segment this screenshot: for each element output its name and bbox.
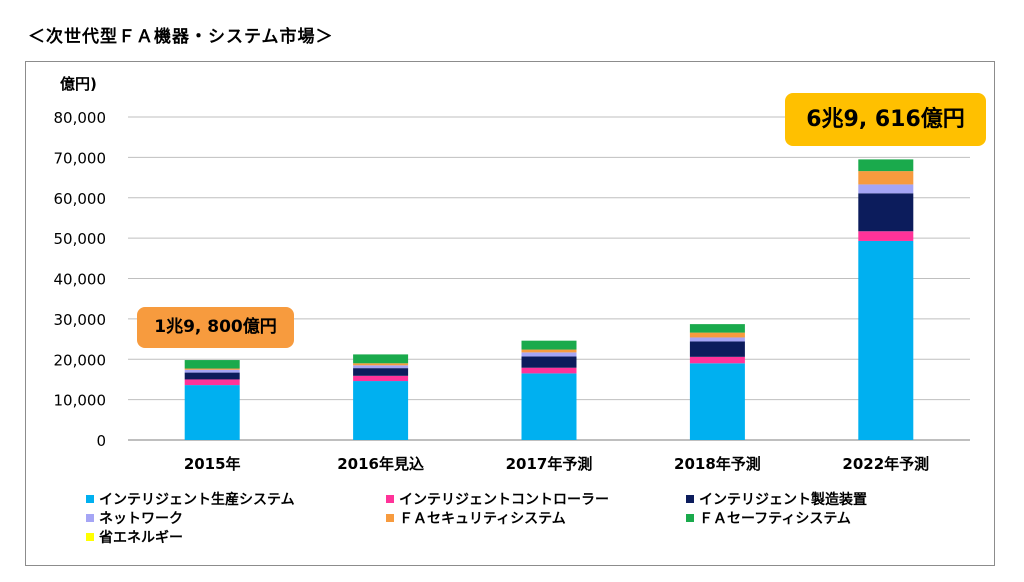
bar-segment — [858, 159, 914, 172]
y-axis-unit-label: 億円) — [60, 75, 97, 93]
legend-item: 省エネルギー — [86, 527, 183, 547]
legend-label: ＦＡセキュリティシステム — [399, 511, 566, 527]
legend-label: ＦＡセーフティシステム — [699, 511, 851, 527]
y-tick-label: 30,000 — [54, 311, 107, 329]
bar-segment — [353, 365, 409, 369]
bar-segment — [184, 372, 240, 380]
x-tick-label: 2017年予測 — [506, 455, 593, 473]
legend-item: ＦＡセキュリティシステム — [386, 508, 566, 528]
bar-segment — [858, 171, 914, 185]
bar-segment — [184, 385, 240, 440]
bar-segment — [521, 356, 577, 368]
y-axis-ticks: 0 10,000 20,000 30,000 40,000 50,000 60,000 70,… — [54, 109, 107, 450]
x-axis-ticks: 2015年 2016年見込 2017年予測 2018年予測 2022年予測 — [184, 455, 929, 473]
x-tick-label: 2015年 — [184, 455, 241, 473]
bar-segment — [521, 367, 577, 374]
legend-label: インテリジェント生産システム — [99, 492, 295, 508]
bar-segment — [353, 354, 409, 364]
x-tick-label: 2022年予測 — [842, 455, 929, 473]
legend-item: インテリジェント製造装置 — [686, 489, 867, 509]
bar-segment — [858, 231, 914, 241]
y-tick-label: 80,000 — [54, 109, 107, 127]
legend-item: ＦＡセーフティシステム — [686, 508, 851, 528]
y-tick-label: 10,000 — [54, 392, 107, 410]
bar-segment — [858, 184, 914, 194]
legend-swatch — [686, 495, 694, 503]
bar-segment — [689, 356, 745, 364]
y-tick-label: 40,000 — [54, 271, 107, 289]
bar-segment — [353, 375, 409, 382]
legend-swatch — [386, 514, 394, 522]
bar-segment — [521, 352, 577, 357]
legend-label: ネットワーク — [99, 511, 183, 527]
bar-segment — [689, 363, 745, 440]
x-tick-label: 2016年見込 — [337, 455, 424, 473]
legend-label: インテリジェント製造装置 — [699, 492, 867, 508]
bar-segment — [689, 324, 745, 333]
bar-segment — [521, 340, 577, 350]
y-tick-label: 70,000 — [54, 149, 107, 167]
legend-label: 省エネルギー — [99, 530, 183, 546]
y-tick-label: 50,000 — [54, 230, 107, 248]
legend-swatch — [386, 495, 394, 503]
y-tick-label: 60,000 — [54, 190, 107, 208]
bar-segment — [858, 240, 914, 440]
legend-swatch — [86, 533, 94, 541]
bar-segment — [521, 373, 577, 440]
legend-swatch — [86, 514, 94, 522]
bar-segment — [184, 379, 240, 386]
bar-segment — [689, 332, 745, 338]
bar-segment — [184, 360, 240, 369]
bar-segment — [184, 368, 240, 370]
bar-segment — [689, 337, 745, 342]
legend-swatch — [86, 495, 94, 503]
bar-segment — [353, 363, 409, 366]
legend-swatch — [686, 514, 694, 522]
bar-segment — [521, 349, 577, 353]
page-title: ＜次世代型ＦＡ機器・システム市場＞ — [28, 27, 334, 47]
bars — [184, 159, 914, 440]
legend-item: ネットワーク — [86, 508, 183, 528]
bar-segment — [858, 193, 914, 232]
x-tick-label: 2018年予測 — [674, 455, 761, 473]
callout-total-2022: 6兆9, 616億円 — [785, 93, 986, 146]
bar-segment — [689, 341, 745, 357]
bar-segment — [184, 369, 240, 373]
bar-segment — [353, 368, 409, 376]
legend-label: インテリジェントコントローラー — [399, 492, 609, 508]
y-tick-label: 20,000 — [54, 351, 107, 369]
legend-item: インテリジェントコントローラー — [386, 489, 609, 509]
legend-item: インテリジェント生産システム — [86, 489, 295, 509]
callout-total-2015: 1兆9, 800億円 — [137, 307, 294, 348]
bar-segment — [353, 381, 409, 440]
y-tick-label: 0 — [96, 432, 106, 450]
